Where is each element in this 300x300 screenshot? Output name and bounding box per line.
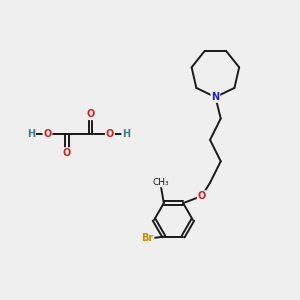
Text: O: O <box>43 129 52 139</box>
Text: Br: Br <box>141 233 154 243</box>
Text: H: H <box>122 129 130 139</box>
Text: O: O <box>106 129 114 139</box>
Text: O: O <box>198 191 206 201</box>
Text: CH₃: CH₃ <box>152 178 169 187</box>
Text: N: N <box>211 92 220 102</box>
Text: H: H <box>27 129 35 139</box>
Text: O: O <box>86 109 95 119</box>
Text: O: O <box>63 148 71 158</box>
